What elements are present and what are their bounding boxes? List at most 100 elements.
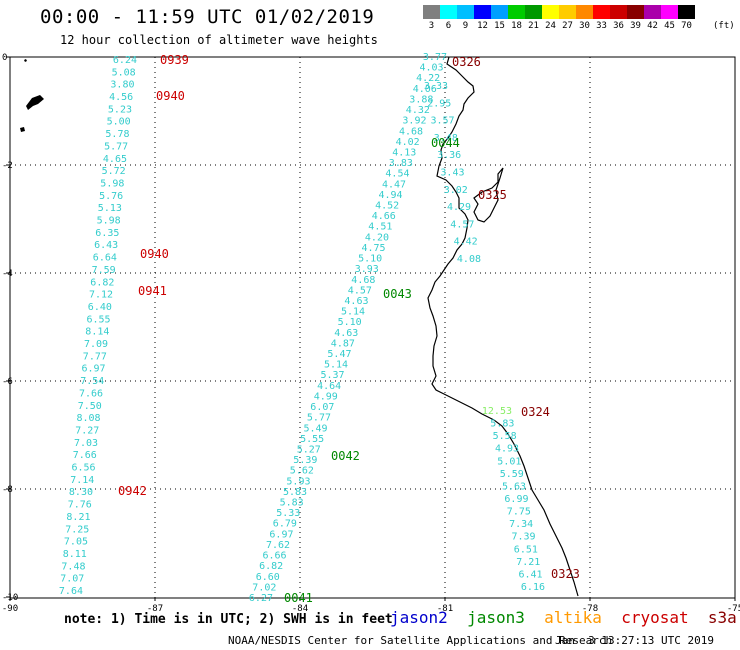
wave-height-value: 4.68 [351, 275, 375, 286]
wave-height-value: 5.08 [112, 67, 136, 78]
wave-height-value: 6.24 [113, 55, 137, 66]
wave-height-value: 6.41 [519, 569, 543, 580]
y-tick-label: -4 [2, 269, 13, 279]
wave-height-value: 7.21 [516, 557, 540, 568]
wave-height-value: 4.57 [348, 285, 372, 296]
wave-height-value: 7.09 [84, 339, 108, 350]
wave-height-value: 3.93 [355, 264, 379, 275]
wave-height-value: 3.88 [409, 94, 433, 105]
wave-height-value: 4.20 [365, 232, 389, 243]
wave-height-value: 6.82 [90, 277, 114, 288]
wave-height-value: 6.56 [72, 463, 96, 474]
wave-height-value: 4.64 [317, 381, 341, 392]
wave-height-value: 6.35 [95, 228, 119, 239]
colorbar-swatch [423, 5, 440, 19]
wave-height-value: 4.08 [457, 254, 481, 265]
x-tick-label: -75 [727, 604, 740, 614]
timestamp-text: Jan 3 13:27:13 UTC 2019 [555, 634, 714, 647]
x-tick-label: -84 [292, 604, 308, 614]
colorbar-label: 9 [462, 21, 469, 31]
wave-height-value: 5.59 [500, 469, 524, 480]
wave-height-value: 5.83 [280, 498, 304, 509]
colorbar-label: 15 [494, 21, 505, 31]
x-tick-label: -78 [582, 604, 598, 614]
wave-height-value: 7.77 [83, 351, 107, 362]
x-tick-label: -87 [147, 604, 163, 614]
colorbar-swatch [457, 5, 474, 19]
wave-height-value: 3.77 [423, 52, 447, 63]
colorbar-swatch [661, 5, 678, 19]
wave-height-value: 6.64 [93, 253, 117, 264]
wave-height-value: 4.99 [314, 392, 338, 403]
wave-height-value: 3.33 [424, 81, 448, 92]
footnote: note: 1) Time is in UTC; 2) SWH is in fe… [64, 612, 393, 627]
wave-height-value: 5.77 [104, 141, 128, 152]
wave-height-value: 5.39 [293, 455, 317, 466]
wave-height-value: 6.82 [259, 561, 283, 572]
wave-height-value: 7.66 [73, 450, 97, 461]
colorbar-label: 39 [630, 21, 641, 31]
colorbar-swatch [525, 5, 542, 19]
wave-height-value: 4.29 [447, 202, 471, 213]
colorbar-label: 36 [613, 21, 624, 31]
y-tick-label: -8 [2, 485, 13, 495]
wave-height-value: 4.75 [362, 243, 386, 254]
y-tick-label: -10 [2, 593, 18, 603]
wave-height-value: 4.03 [420, 63, 444, 74]
wave-height-value: 4.22 [416, 73, 440, 84]
wave-height-value: 3.02 [444, 185, 468, 196]
wave-height-value: 3.43 [440, 168, 464, 179]
wave-height-value: 7.34 [509, 519, 533, 530]
pass-time-label: 0041 [284, 591, 313, 605]
colorbar-label: 42 [647, 21, 658, 31]
wave-height-value: 8.11 [63, 549, 87, 560]
wave-height-value: 7.07 [60, 574, 84, 585]
wave-height-value: 7.59 [92, 265, 116, 276]
wave-height-value: 7.76 [68, 500, 92, 511]
wave-height-value: 6.43 [94, 240, 118, 251]
wave-height-value: 2.95 [427, 98, 451, 109]
map-subtitle: 12 hour collection of altimeter wave hei… [60, 33, 378, 47]
wave-height-value: 6.66 [263, 551, 287, 562]
x-tick-label: -90 [2, 604, 18, 614]
wave-height-value: 5.23 [108, 104, 132, 115]
map-grid: -90 -87 -84 -81 -78 -75 0 -2 -4 -6 -8 -10 [2, 53, 740, 614]
wave-height-value: 6.16 [521, 582, 545, 593]
wave-height-value: 5.77 [307, 413, 331, 424]
wave-height-value: 8.30 [69, 487, 93, 498]
wave-height-value: 5.55 [300, 434, 324, 445]
wave-height-colorbar [423, 5, 695, 19]
galapagos-island-small [20, 127, 25, 132]
wave-height-value: 4.63 [344, 296, 368, 307]
y-tick-label: 0 [2, 53, 7, 63]
colorbar-label: 12 [477, 21, 488, 31]
colorbar-label: 33 [596, 21, 607, 31]
pass-time-label: 0325 [478, 188, 507, 202]
wave-height-value: 4.66 [372, 211, 396, 222]
wave-height-value: 7.05 [64, 537, 88, 548]
colorbar-label: 21 [528, 21, 539, 31]
colorbar-swatch [644, 5, 661, 19]
wave-height-value: 5.98 [100, 179, 124, 190]
wave-height-value: 6.07 [310, 402, 334, 413]
wave-height-value: 5.13 [98, 203, 122, 214]
wave-height-value: 4.32 [406, 105, 430, 116]
colorbar-label: 3 [428, 21, 435, 31]
colorbar-label: 6 [445, 21, 452, 31]
wave-height-value: 5.01 [497, 456, 521, 467]
pass-time-label: 0940 [140, 247, 169, 261]
wave-height-value: 4.87 [331, 338, 355, 349]
colorbar-label: 45 [664, 21, 675, 31]
pass-time-label: 0942 [118, 484, 147, 498]
pass-time-label: 0939 [160, 53, 189, 67]
gulf-peninsula [473, 167, 504, 223]
satellite-legend-jason2: jason2 [390, 608, 468, 627]
wave-height-value: 5.98 [97, 216, 121, 227]
pass-time-label: 0941 [138, 284, 167, 298]
colorbar-label: 70 [681, 21, 692, 31]
wave-height-value: 5.33 [276, 508, 300, 519]
wave-height-value: 6.99 [504, 494, 528, 505]
wave-height-value: 5.78 [105, 129, 129, 140]
